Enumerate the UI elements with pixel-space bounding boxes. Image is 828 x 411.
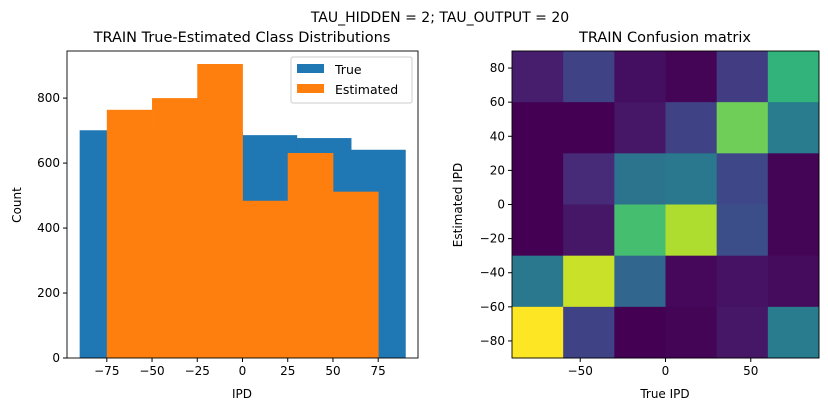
heatmap-cell [716, 204, 769, 257]
bar-estimated [197, 63, 243, 358]
bar-estimated [152, 98, 198, 358]
y-tick-label: −40 [480, 266, 505, 280]
heatmap-cell [665, 306, 718, 359]
heatmap-cell [563, 306, 615, 359]
x-tick-label: 75 [371, 364, 386, 378]
x-tick-label: 0 [662, 364, 670, 378]
bar-estimated [287, 153, 334, 358]
heatmap-cell [665, 153, 718, 205]
heatmap-cell [512, 255, 564, 308]
y-tick-label: 0 [497, 198, 505, 212]
heatmap-cell [512, 153, 564, 205]
y-tick-label: −20 [480, 232, 505, 246]
y-tick-label: 600 [37, 156, 60, 170]
heatmap-cell [614, 153, 666, 205]
x-tick-label: 50 [325, 364, 340, 378]
heatmap-cell [665, 51, 718, 103]
heatmap-cell [767, 306, 820, 359]
heatmap-cell [563, 204, 615, 257]
x-tick-label: −50 [139, 364, 164, 378]
heatmap-cell [665, 102, 718, 154]
legend-swatch-estimated [297, 84, 324, 93]
legend-label-estimated: Estimated [335, 82, 398, 97]
histogram-xlabel: IPD [232, 387, 252, 401]
legend-label-true: True [334, 62, 362, 77]
y-tick-label: −60 [480, 300, 505, 314]
heatmap-cell [716, 306, 769, 359]
bar-estimated [106, 109, 153, 358]
heatmap-cell [716, 51, 769, 103]
heatmap-cell [563, 153, 615, 205]
y-tick-label: 20 [490, 163, 505, 177]
heatmap-cell [614, 255, 666, 308]
heatmap-cell [614, 102, 666, 154]
heatmap-cell [665, 204, 718, 257]
y-tick-label: 80 [490, 61, 505, 75]
y-tick-label: 40 [490, 129, 505, 143]
heatmap-cell [512, 51, 564, 103]
heatmap-cell [767, 102, 820, 154]
heatmap-cell [665, 255, 718, 308]
heatmap-cell [716, 102, 769, 154]
heatmap-cell [563, 102, 615, 154]
legend-swatch-true [297, 64, 324, 73]
x-tick-label: 50 [743, 364, 758, 378]
heatmap-cell [767, 153, 820, 205]
x-tick-label: 25 [280, 364, 295, 378]
x-tick-label: −25 [185, 364, 210, 378]
heatmap-cell [563, 255, 615, 308]
x-tick-label: −75 [94, 364, 119, 378]
x-tick-label: −50 [568, 364, 593, 378]
x-tick-label: 0 [239, 364, 247, 378]
heatmap-cell [716, 255, 769, 308]
y-tick-label: −80 [480, 334, 505, 348]
heatmap-cell [767, 255, 820, 308]
heatmap-cell [614, 306, 666, 359]
bar-estimated [332, 191, 379, 358]
histogram-chart: TRAIN True-Estimated Class Distributions… [10, 30, 419, 401]
confusion-matrix-chart: TRAIN Confusion matrix True IPD Estimate… [451, 30, 820, 401]
heatmap-cell [563, 51, 615, 103]
confusion-xlabel: True IPD [639, 387, 689, 401]
heatmap-cell [512, 102, 564, 154]
heatmap-cell [512, 204, 564, 257]
y-tick-label: 200 [37, 286, 60, 300]
histogram-title: TRAIN True-Estimated Class Distributions [93, 30, 391, 46]
legend: True Estimated [290, 56, 413, 104]
confusion-ylabel: Estimated IPD [451, 163, 465, 247]
histogram-ylabel: Count [10, 187, 24, 223]
heatmap-cell [614, 51, 666, 103]
heatmap-cell [767, 204, 820, 257]
y-tick-label: 0 [52, 351, 60, 365]
confusion-title: TRAIN Confusion matrix [578, 30, 751, 46]
heatmap-cell [767, 51, 820, 103]
y-tick-label: 800 [37, 91, 60, 105]
heatmap-cell [512, 306, 564, 359]
heatmap-cell [614, 204, 666, 257]
y-tick-label: 60 [490, 95, 505, 109]
y-tick-label: 400 [37, 221, 60, 235]
heatmap-cell [716, 153, 769, 205]
figure-suptitle: TAU_HIDDEN = 2; TAU_OUTPUT = 20 [310, 10, 569, 26]
bar-estimated [242, 200, 289, 358]
